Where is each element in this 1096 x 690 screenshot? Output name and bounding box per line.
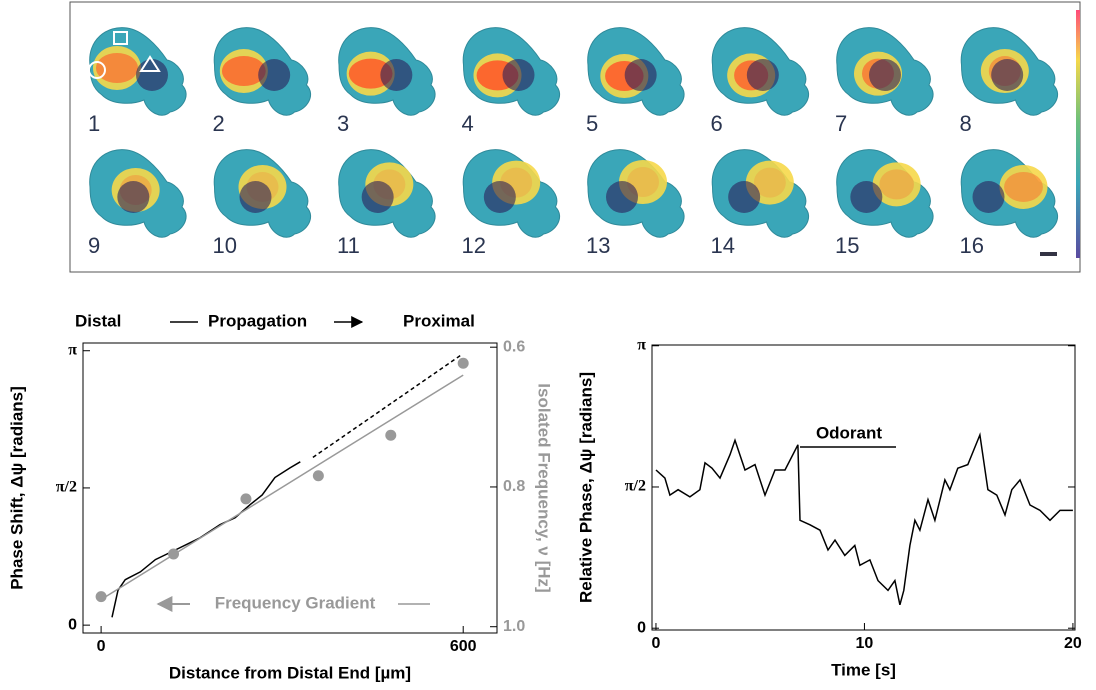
patch	[879, 169, 914, 200]
patch	[380, 59, 413, 91]
y-axis-label: Phase Shift, Δψ [radians]	[7, 386, 26, 590]
frame-label: 1	[88, 111, 100, 136]
series-line	[312, 353, 463, 459]
roi-triangle	[139, 55, 161, 72]
y-axis-label: Relative Phase, Δψ [radians]	[576, 372, 595, 603]
frame-label: 6	[711, 111, 723, 136]
patch	[606, 181, 638, 213]
y-tick-label: 0	[637, 619, 646, 636]
series-line	[100, 374, 464, 601]
patch	[972, 181, 1005, 213]
x-tick-label: 0	[97, 638, 106, 655]
frame-label: 13	[586, 233, 610, 258]
patch	[850, 181, 883, 213]
patch	[753, 167, 786, 198]
frame-label: 12	[462, 233, 486, 258]
image-frame: 3	[337, 27, 436, 136]
data-point	[457, 357, 469, 369]
patch	[502, 59, 535, 91]
frame-label: 7	[835, 111, 847, 136]
patch	[361, 181, 394, 213]
plot-frame	[82, 342, 498, 634]
series-line	[655, 432, 1073, 605]
patch	[728, 181, 761, 213]
y2-tick-label: 0.6	[503, 338, 525, 355]
frame-label: 10	[213, 233, 237, 258]
image-frame: 2	[213, 27, 312, 136]
frame-label: 5	[586, 111, 598, 136]
y-tick-label: π/2	[56, 479, 77, 496]
patch	[991, 59, 1024, 91]
patch	[95, 53, 139, 83]
patch	[239, 181, 272, 213]
y2-tick-label: 1.0	[503, 618, 525, 635]
frame-label: 8	[960, 111, 972, 136]
y2-tick-label: 0.8	[503, 478, 525, 495]
color-bar	[1076, 10, 1080, 258]
y-tick-label: π	[637, 336, 646, 353]
annotation: Distal	[75, 311, 121, 330]
annotation: Propagation	[208, 311, 307, 330]
patch	[221, 56, 266, 87]
image-frame: 16	[960, 149, 1059, 258]
frame-label: 4	[462, 111, 474, 136]
image-frame: 10	[213, 149, 312, 258]
image-frame: 12	[462, 149, 561, 258]
frame-label: 15	[835, 233, 859, 258]
image-frame: 14	[711, 149, 810, 258]
x-tick-label: 600	[450, 638, 477, 655]
image-frame: 1	[88, 27, 187, 136]
image-frame: 13	[586, 149, 685, 258]
y-tick-label: π	[68, 341, 77, 358]
frame-label: 9	[88, 233, 100, 258]
data-point	[312, 470, 324, 482]
annotation: Proximal	[403, 311, 475, 330]
frame-label: 2	[213, 111, 225, 136]
patch	[1004, 171, 1043, 202]
frame-label: 14	[711, 233, 735, 258]
y-tick-label: π/2	[625, 478, 646, 495]
x-axis-label: Time [s]	[831, 660, 896, 679]
y2-axis-label: Isolated Frequency, ν [Hz]	[535, 383, 554, 592]
data-point	[240, 493, 252, 505]
patch	[117, 181, 150, 213]
image-frame: 4	[462, 27, 561, 136]
image-frame: 7	[835, 27, 934, 136]
x-tick-label: 20	[1064, 635, 1082, 652]
x-tick-label: 10	[856, 635, 874, 652]
patch	[136, 59, 168, 91]
frame-label: 3	[337, 111, 349, 136]
patch	[872, 162, 921, 207]
frame-label: 16	[960, 233, 984, 258]
patch	[746, 59, 779, 91]
plot-frame	[651, 344, 1076, 631]
patch	[999, 164, 1048, 209]
patch	[624, 59, 657, 91]
image-frame: 6	[711, 27, 810, 136]
frame-label: 11	[337, 233, 360, 258]
image-frame: 9	[88, 149, 187, 258]
data-point	[95, 591, 107, 603]
x-tick-label: 0	[652, 635, 661, 652]
image-frame: 5	[586, 27, 685, 136]
patch	[258, 59, 291, 91]
image-frame: 11	[337, 149, 436, 258]
patch	[483, 181, 516, 213]
data-point	[385, 429, 397, 441]
image-frame: 8	[960, 27, 1059, 136]
annotation: Frequency Gradient	[215, 593, 376, 612]
y-tick-label: 0	[68, 616, 77, 633]
patch	[869, 59, 901, 91]
data-point	[168, 548, 180, 560]
x-axis-label: Distance from Distal End [µm]	[169, 663, 411, 682]
roi-square	[113, 31, 128, 45]
annotation: Odorant	[816, 423, 882, 442]
roi-circle	[88, 61, 106, 79]
image-frames: 1 2 3 4 5 6 7 89 10 11 12 13 14 15 16	[88, 27, 1059, 258]
image-frame: 15	[835, 149, 934, 258]
